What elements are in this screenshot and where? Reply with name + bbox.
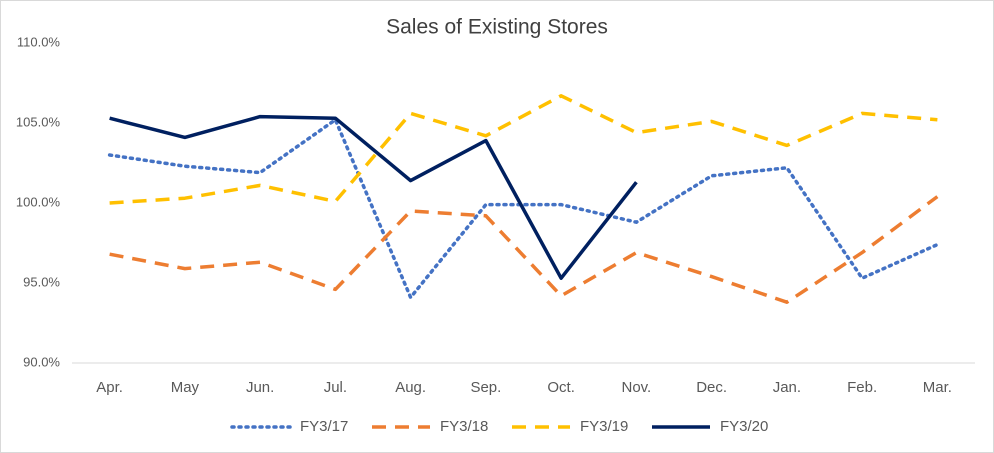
x-tick-label: Mar. [923, 379, 952, 396]
y-tick-label: 95.0% [23, 274, 60, 289]
x-tick-label: Jul. [324, 379, 347, 396]
y-tick-label: 105.0% [16, 114, 61, 129]
x-tick-label: Jun. [246, 379, 274, 396]
series-line [109, 195, 939, 304]
x-tick-label: Apr. [96, 379, 123, 396]
y-tick-label: 100.0% [16, 194, 61, 209]
series-line [109, 114, 638, 280]
legend-label: FY3/18 [440, 418, 488, 435]
x-tick-label: May [171, 379, 200, 396]
legend-label: FY3/20 [720, 418, 768, 435]
y-tick-label: 90.0% [23, 354, 60, 369]
x-tick-label: Nov. [622, 379, 652, 396]
series-line [107, 118, 940, 300]
legend-label: FY3/17 [300, 418, 348, 435]
x-tick-label: Dec. [696, 379, 727, 396]
x-tick-label: Sep. [470, 379, 501, 396]
y-tick-label: 110.0% [17, 34, 61, 49]
x-tick-label: Aug. [395, 379, 426, 396]
legend-label: FY3/19 [580, 418, 628, 435]
x-tick-label: Feb. [847, 379, 877, 396]
x-tick-label: Jan. [773, 379, 801, 396]
x-tick-label: Oct. [547, 379, 575, 396]
series-line [109, 94, 938, 205]
chart-title: Sales of Existing Stores [386, 16, 608, 39]
